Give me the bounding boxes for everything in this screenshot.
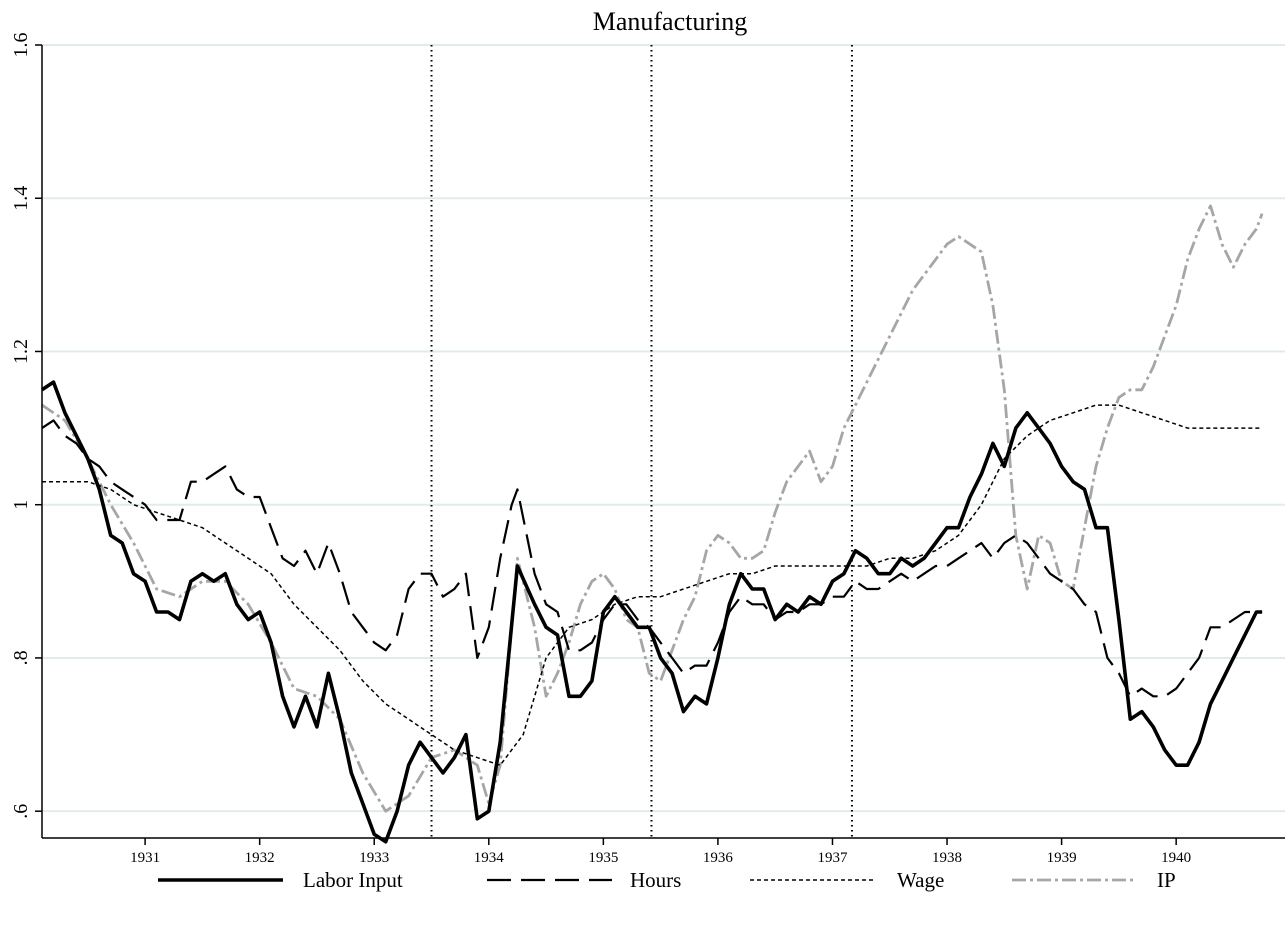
y-tick-label-2: 1 [10,500,32,510]
legend-label-hours: Hours [630,868,681,892]
x-tick-label-9: 1940 [1161,850,1191,866]
axes: .6 .8 1 1.2 1.4 1.6 1931 1932 1933 1934 1935 1936 19… [10,33,1285,866]
x-tick-label-8: 1939 [1047,850,1077,866]
x-tick-label-5: 1936 [703,850,734,866]
x-tick-label-1: 1932 [245,850,275,866]
x-tick-label-3: 1934 [474,850,505,866]
x-tick-label-7: 1938 [932,850,962,866]
series-line-ip [41,204,1264,813]
legend-label-wage: Wage [897,868,944,892]
y-tick-label-5: 1.6 [10,33,32,58]
series-lines [40,204,1264,844]
x-tick-label-4: 1935 [588,850,618,866]
series-line-hours [41,419,1263,698]
y-tick-label-4: 1.4 [10,186,32,211]
x-tick-label-0: 1931 [130,850,160,866]
x-tick-label-6: 1937 [817,850,848,866]
y-tick-label-1: .8 [10,650,32,665]
legend: Labor Input Hours Wage IP [158,868,1176,892]
series-line-wage [42,404,1263,766]
gridlines [42,44,1285,813]
series-line-labor-input [40,380,1263,844]
legend-label-ip: IP [1157,868,1176,892]
legend-label-labor-input: Labor Input [303,868,403,892]
y-tick-label-0: .6 [10,804,32,819]
x-tick-label-2: 1933 [359,850,389,866]
reference-lines [430,45,853,838]
y-tick-label-3: 1.2 [10,339,32,364]
chart-title: Manufacturing [593,7,748,36]
